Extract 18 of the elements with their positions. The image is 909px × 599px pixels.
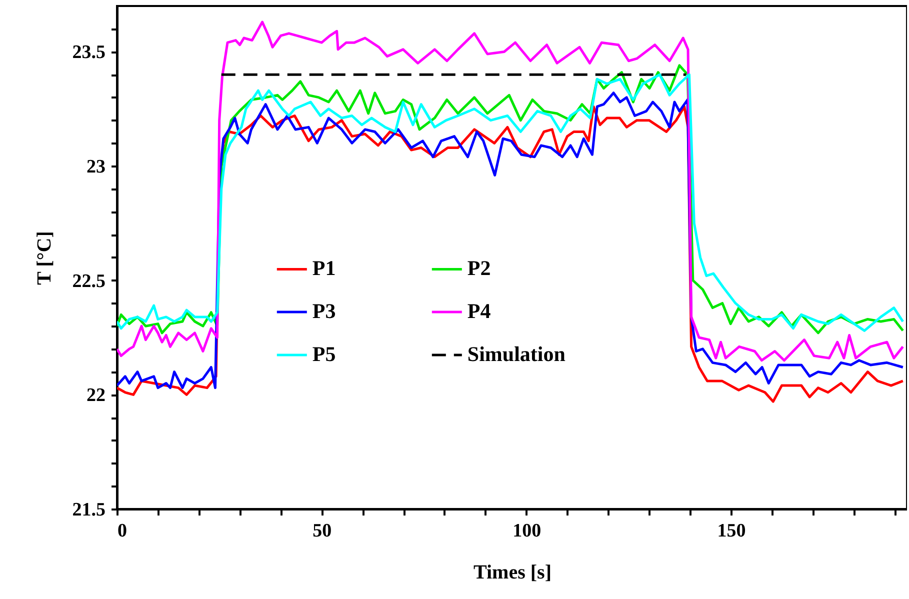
- y-tick-label: 22.5: [72, 270, 106, 292]
- line-series: [117, 20, 904, 362]
- y-tick-label: 22: [86, 385, 106, 406]
- legend-label: P4: [467, 298, 492, 323]
- x-tick-label: 50: [312, 520, 332, 542]
- legend-label: P3: [312, 298, 336, 323]
- y-axis-title: T [°C]: [33, 231, 56, 285]
- legend-label: P2: [467, 256, 491, 280]
- legend-label: Simulation: [467, 342, 566, 366]
- legend-label: P5: [312, 342, 336, 366]
- legend-label: P1: [312, 256, 336, 280]
- x-tick-label: 0: [118, 520, 127, 542]
- x-tick-label: 150: [717, 520, 746, 542]
- x-tick-label: 100: [512, 520, 542, 542]
- y-tick-label: 21.5: [72, 500, 106, 520]
- y-tick-label: 23.5: [72, 42, 106, 64]
- x-axis-title: Times [s]: [474, 562, 552, 584]
- y-tick-label: 23: [86, 156, 106, 178]
